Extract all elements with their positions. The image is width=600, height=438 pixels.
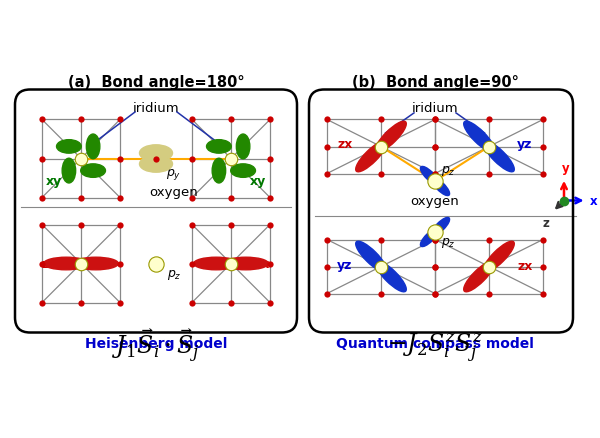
Ellipse shape — [483, 141, 514, 173]
Text: (a)  Bond angle=180°: (a) Bond angle=180° — [68, 75, 244, 90]
Ellipse shape — [231, 164, 256, 178]
Ellipse shape — [194, 258, 239, 270]
Text: zx: zx — [337, 138, 353, 151]
Text: oxygen: oxygen — [149, 186, 199, 198]
Ellipse shape — [206, 140, 231, 154]
Text: zx: zx — [42, 258, 57, 270]
Ellipse shape — [483, 242, 514, 272]
Ellipse shape — [421, 229, 439, 247]
Ellipse shape — [212, 159, 226, 184]
Ellipse shape — [81, 164, 106, 178]
Text: $J_1\vec{S}_i \cdot \vec{S}_j$: $J_1\vec{S}_i \cdot \vec{S}_j$ — [112, 326, 200, 364]
Text: yz: yz — [517, 138, 533, 151]
Text: Heisenberg model: Heisenberg model — [85, 336, 227, 350]
Ellipse shape — [44, 258, 89, 270]
Ellipse shape — [56, 140, 81, 154]
Text: yz: yz — [337, 259, 353, 272]
Ellipse shape — [139, 145, 173, 162]
Ellipse shape — [139, 156, 173, 173]
Text: iridium: iridium — [133, 102, 179, 115]
Ellipse shape — [236, 135, 250, 159]
Ellipse shape — [421, 167, 439, 185]
Ellipse shape — [464, 261, 495, 292]
Text: xy: xy — [46, 175, 62, 188]
Ellipse shape — [464, 122, 495, 153]
Ellipse shape — [431, 218, 449, 236]
Text: iridium: iridium — [412, 102, 458, 115]
Ellipse shape — [375, 122, 406, 153]
Text: $p_z$: $p_z$ — [441, 236, 456, 250]
Ellipse shape — [86, 135, 100, 159]
Text: x: x — [590, 194, 598, 208]
Text: z: z — [543, 217, 550, 230]
Text: zx: zx — [255, 258, 270, 270]
Text: Quantum compass model: Quantum compass model — [336, 336, 534, 350]
Ellipse shape — [223, 258, 268, 270]
Text: $p_z$: $p_z$ — [167, 267, 181, 281]
Ellipse shape — [375, 261, 406, 292]
Ellipse shape — [356, 141, 387, 173]
Text: xy: xy — [250, 175, 266, 188]
Text: y: y — [562, 162, 569, 175]
Text: $p_y$: $p_y$ — [166, 166, 182, 182]
Ellipse shape — [62, 159, 76, 184]
Text: (b)  Bond angle=90°: (b) Bond angle=90° — [352, 75, 518, 90]
Text: $-J_2 S_i^z S_j^z$: $-J_2 S_i^z S_j^z$ — [387, 331, 483, 364]
Ellipse shape — [356, 242, 387, 272]
Text: zx: zx — [517, 259, 533, 272]
Ellipse shape — [431, 178, 449, 196]
Text: oxygen: oxygen — [410, 194, 460, 208]
Ellipse shape — [73, 258, 118, 270]
Text: $p_z$: $p_z$ — [441, 164, 456, 178]
